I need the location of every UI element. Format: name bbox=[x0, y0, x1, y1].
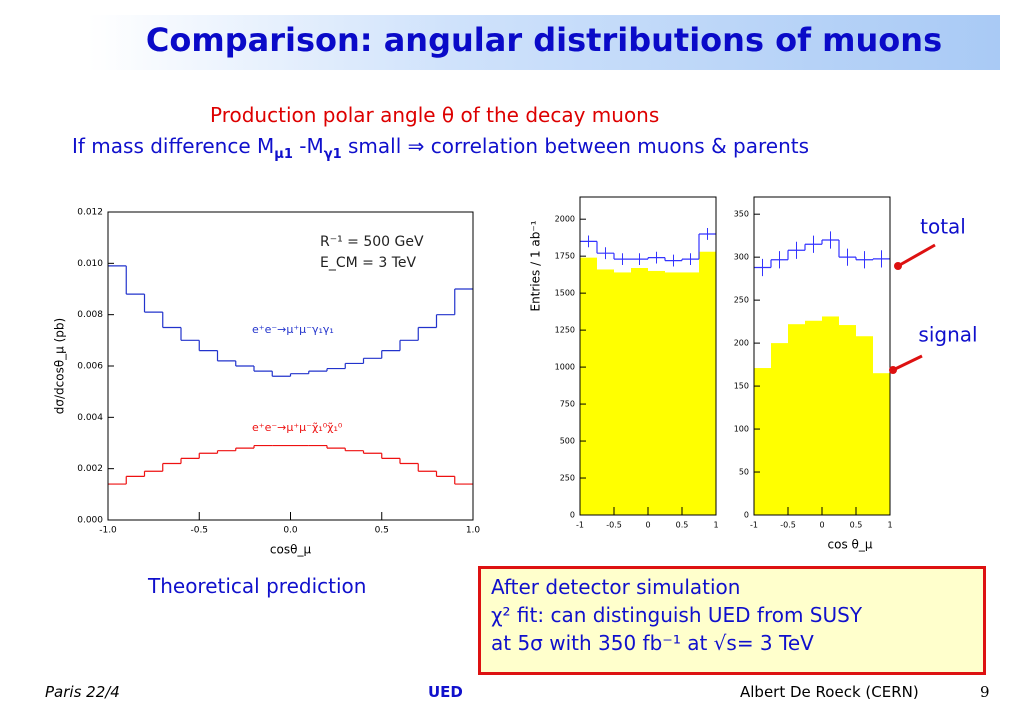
y-tick-label: 0 bbox=[744, 511, 749, 520]
subscript: μ1 bbox=[274, 147, 293, 162]
y-tick-label: 100 bbox=[734, 425, 749, 434]
y-tick-label: 250 bbox=[734, 296, 749, 305]
text: -M bbox=[292, 134, 324, 158]
legend-arrow-head bbox=[889, 366, 897, 374]
legend-label: signal bbox=[918, 323, 977, 347]
bar bbox=[597, 269, 614, 515]
x-axis-label: cos θ_μ bbox=[828, 538, 873, 552]
bar bbox=[771, 343, 788, 515]
x-tick-label: -0.5 bbox=[606, 521, 622, 530]
annotation: e⁺e⁻→μ⁺μ⁻γ₁γ₁ bbox=[252, 323, 334, 336]
legend-arrow bbox=[892, 354, 923, 372]
text: small ⇒ correlation between muons & pare… bbox=[341, 134, 810, 158]
title: Comparison: angular distributions of muo… bbox=[145, 21, 943, 59]
page-number: 9 bbox=[980, 683, 990, 701]
x-tick-label: 1 bbox=[887, 521, 892, 530]
x-tick-label: 0.0 bbox=[283, 526, 298, 536]
x-tick-label: 1 bbox=[713, 521, 718, 530]
y-tick-label: 300 bbox=[734, 253, 749, 262]
x-tick-label: 0.5 bbox=[375, 526, 389, 536]
bar bbox=[682, 272, 699, 515]
x-tick-label: 1.0 bbox=[466, 526, 481, 536]
x-tick-label: -0.5 bbox=[780, 521, 796, 530]
y-tick-label: 200 bbox=[734, 339, 749, 348]
y-tick-label: 0 bbox=[570, 511, 575, 520]
bar bbox=[873, 373, 890, 515]
y-tick-label: 1000 bbox=[555, 363, 575, 372]
y-tick-label: 1500 bbox=[555, 289, 575, 298]
y-tick-label: 0.004 bbox=[77, 413, 103, 423]
y-tick-label: 0.006 bbox=[77, 362, 103, 372]
y-axis-label: dσ/dcosθ_μ (pb) bbox=[53, 318, 67, 414]
footer-right: Albert De Roeck (CERN) bbox=[740, 683, 919, 701]
legend-arrow bbox=[897, 243, 936, 268]
y-tick-label: 1750 bbox=[555, 252, 575, 261]
annotation: R⁻¹ = 500 GeV bbox=[320, 234, 424, 250]
footer-center: UED bbox=[428, 683, 463, 701]
bar bbox=[631, 267, 648, 515]
bar bbox=[839, 325, 856, 515]
footer-left: Paris 22/4 bbox=[45, 683, 120, 701]
box-line: χ² fit: can distinguish UED from SUSY bbox=[491, 603, 863, 627]
y-tick-label: 150 bbox=[734, 382, 749, 391]
x-tick-label: -1 bbox=[750, 521, 758, 530]
x-tick-label: 0.5 bbox=[676, 521, 689, 530]
y-tick-label: 1250 bbox=[555, 326, 575, 335]
legend-label: total bbox=[920, 215, 966, 239]
bar bbox=[648, 270, 665, 515]
box-line: After detector simulation bbox=[491, 575, 741, 599]
bar bbox=[665, 272, 682, 515]
bar bbox=[805, 320, 822, 515]
annotation: e⁺e⁻→μ⁺μ⁻χ̃₁⁰χ̃₁⁰ bbox=[252, 421, 343, 434]
y-tick-label: 750 bbox=[560, 400, 575, 409]
text: If mass difference M bbox=[72, 134, 275, 158]
subtitle: Production polar angle θ of the decay mu… bbox=[210, 103, 660, 127]
y-tick-label: 350 bbox=[734, 210, 749, 219]
bar bbox=[856, 336, 873, 515]
condition: If mass difference Mμ1 -Mγ1 small ⇒ corr… bbox=[72, 134, 809, 162]
bar bbox=[699, 251, 716, 515]
y-tick-label: 500 bbox=[560, 437, 575, 446]
bar bbox=[754, 368, 771, 515]
x-axis-label: cosθ_μ bbox=[270, 543, 312, 557]
y-tick-label: 0.008 bbox=[77, 310, 103, 320]
y-tick-label: 50 bbox=[739, 468, 749, 477]
x-tick-label: 0.5 bbox=[850, 521, 863, 530]
bar bbox=[788, 324, 805, 515]
y-tick-label: 0.002 bbox=[77, 464, 103, 474]
y-tick-label: 2000 bbox=[555, 215, 575, 224]
y-axis-label: Entries / 1 ab⁻¹ bbox=[529, 220, 543, 311]
bar bbox=[580, 257, 597, 515]
x-tick-label: 0 bbox=[645, 521, 650, 530]
annotation: E_CM = 3 TeV bbox=[320, 255, 416, 271]
result-box: After detector simulation χ² fit: can di… bbox=[478, 566, 986, 675]
x-tick-label: 0 bbox=[819, 521, 824, 530]
title-bar: Comparison: angular distributions of muo… bbox=[88, 15, 1000, 70]
subscript: γ1 bbox=[323, 147, 342, 162]
plot-frame bbox=[107, 211, 474, 521]
bar bbox=[614, 272, 631, 515]
bar bbox=[822, 316, 839, 515]
y-tick-label: 0.012 bbox=[77, 208, 103, 218]
y-tick-label: 0.010 bbox=[77, 259, 103, 269]
caption: Theoretical prediction bbox=[148, 574, 367, 598]
x-tick-label: -1 bbox=[576, 521, 584, 530]
x-tick-label: -0.5 bbox=[190, 526, 208, 536]
x-tick-label: -1.0 bbox=[99, 526, 117, 536]
y-tick-label: 0.000 bbox=[77, 516, 103, 526]
legend-arrow-head bbox=[894, 262, 902, 270]
box-line: at 5σ with 350 fb⁻¹ at √s= 3 TeV bbox=[491, 631, 814, 655]
y-tick-label: 250 bbox=[560, 474, 575, 483]
